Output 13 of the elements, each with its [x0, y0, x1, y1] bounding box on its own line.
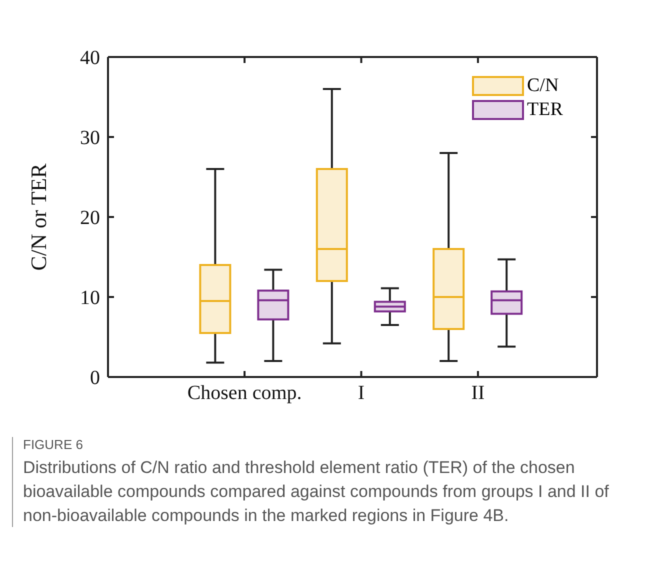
legend-label: TER — [527, 99, 563, 121]
y-tick-label: 20 — [80, 207, 100, 230]
y-tick-label: 40 — [80, 47, 100, 70]
y-axis-title: C/N or TER — [26, 163, 51, 271]
y-tick-label: 30 — [80, 127, 100, 150]
x-tick-label: II — [471, 382, 485, 404]
y-tick-label: 10 — [80, 287, 100, 310]
text: Distributions of C/N ratio and threshold element ratio (TER) of the chosen bioavailable compounds compared against compounds from groups I and II of non-bioavailable compounds in the marked regions in Figure 4B. — [23, 457, 610, 527]
legend-label: C/N — [527, 75, 559, 97]
caption: FIGURE 6 — [23, 437, 84, 452]
x-tick-label: Chosen comp. — [187, 382, 302, 404]
x-tick-label: I — [358, 382, 365, 404]
y-tick-label: 0 — [90, 367, 100, 390]
